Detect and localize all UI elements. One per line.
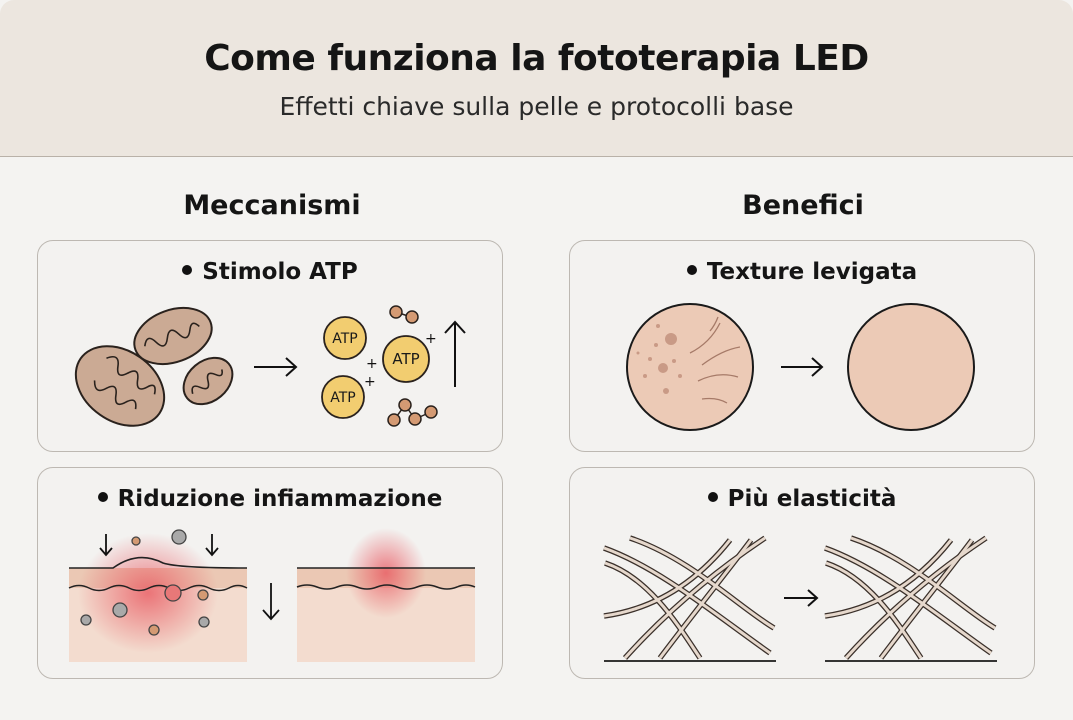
column-title-benefits: Benefici [742, 190, 864, 221]
bullet-icon [707, 491, 718, 502]
texture-illustration [626, 303, 975, 431]
atp-illustration: ATP ATP ATP + + + [74, 305, 466, 427]
card-title-text: Riduzione infiammazione [117, 486, 443, 512]
molecule-chain-icon [387, 305, 438, 427]
card-title: Texture levigata [570, 259, 1034, 285]
page-subtitle: Effetti chiave sulla pelle e protocolli … [279, 92, 794, 121]
atp-label: ATP [392, 350, 419, 368]
card-inflammation-reduction: Riduzione infiammazione [37, 467, 503, 679]
arrow-down-icon [99, 534, 280, 621]
arrow-right-icon [784, 589, 819, 607]
plus-icon: + + + [364, 331, 437, 390]
atp-label: ATP [332, 331, 357, 347]
bullet-icon [182, 264, 193, 275]
card-atp-stimulation: Stimolo ATP ATP ATP ATP + + + [37, 240, 503, 452]
calm-skin-icon [296, 528, 476, 662]
inflamed-skin-icon [68, 529, 248, 662]
svg-text:+: + [364, 374, 376, 390]
column-title-mechanisms: Meccanismi [183, 190, 361, 221]
collagen-fibers-icon [824, 535, 997, 662]
card-elasticity: Più elasticità [569, 467, 1035, 679]
bullet-icon [686, 264, 697, 275]
svg-text:+: + [425, 331, 437, 347]
card-smooth-texture: Texture levigata [569, 240, 1035, 452]
collagen-fibers-icon [603, 535, 776, 662]
rough-skin-icon [626, 303, 754, 431]
arrow-up-icon [444, 320, 466, 387]
card-title-text: Stimolo ATP [202, 259, 358, 285]
card-title: Riduzione infiammazione [38, 486, 502, 512]
card-title: Stimolo ATP [38, 259, 502, 285]
elasticity-illustration [603, 535, 997, 662]
arrow-right-icon [254, 357, 298, 377]
svg-text:+: + [366, 356, 378, 372]
bullet-icon [97, 491, 108, 502]
smooth-skin-icon [847, 303, 975, 431]
header-banner: Come funziona la fototerapia LED Effetti… [0, 0, 1073, 157]
mitochondria-icon [74, 306, 234, 427]
card-title-text: Più elasticità [727, 486, 897, 512]
page-title: Come funziona la fototerapia LED [204, 38, 869, 79]
card-title: Più elasticità [570, 486, 1034, 512]
card-title-text: Texture levigata [706, 259, 918, 285]
atp-label: ATP [330, 390, 355, 406]
inflammation-illustration [68, 528, 476, 662]
atp-molecule-icon [321, 316, 430, 419]
arrow-right-icon [781, 357, 824, 377]
